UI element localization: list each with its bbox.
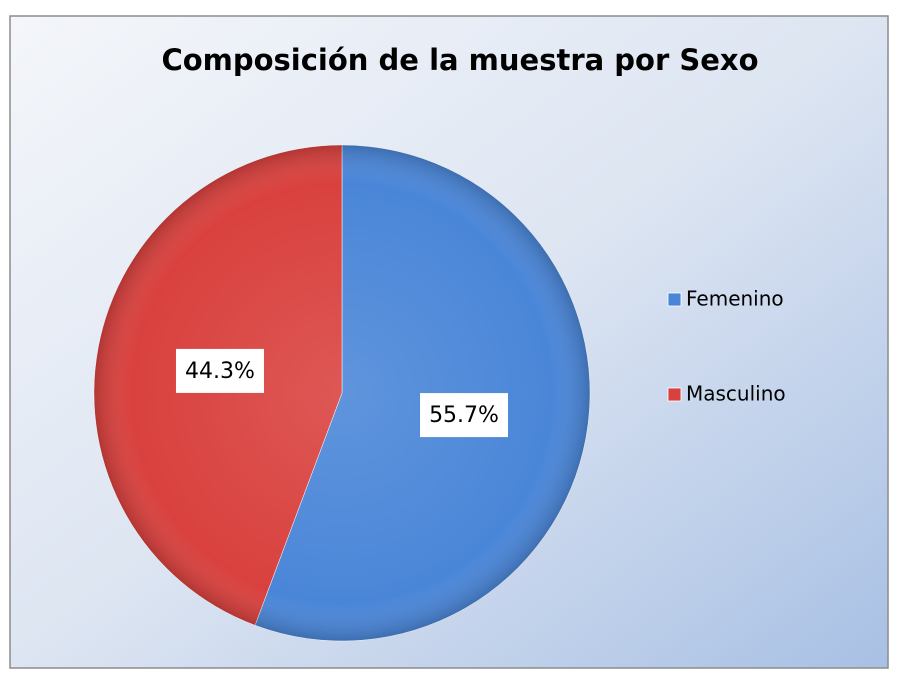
legend-swatch <box>667 292 682 307</box>
chart-title: Composición de la muestra por Sexo <box>161 43 758 77</box>
legend-label: Femenino <box>686 287 784 311</box>
data-label-box <box>420 393 509 438</box>
data-label: 55.7% <box>429 403 499 428</box>
data-label: 44.3% <box>185 359 255 384</box>
data-label-box <box>175 348 264 393</box>
legend-label: Masculino <box>686 382 786 406</box>
legend-swatch <box>667 387 682 402</box>
